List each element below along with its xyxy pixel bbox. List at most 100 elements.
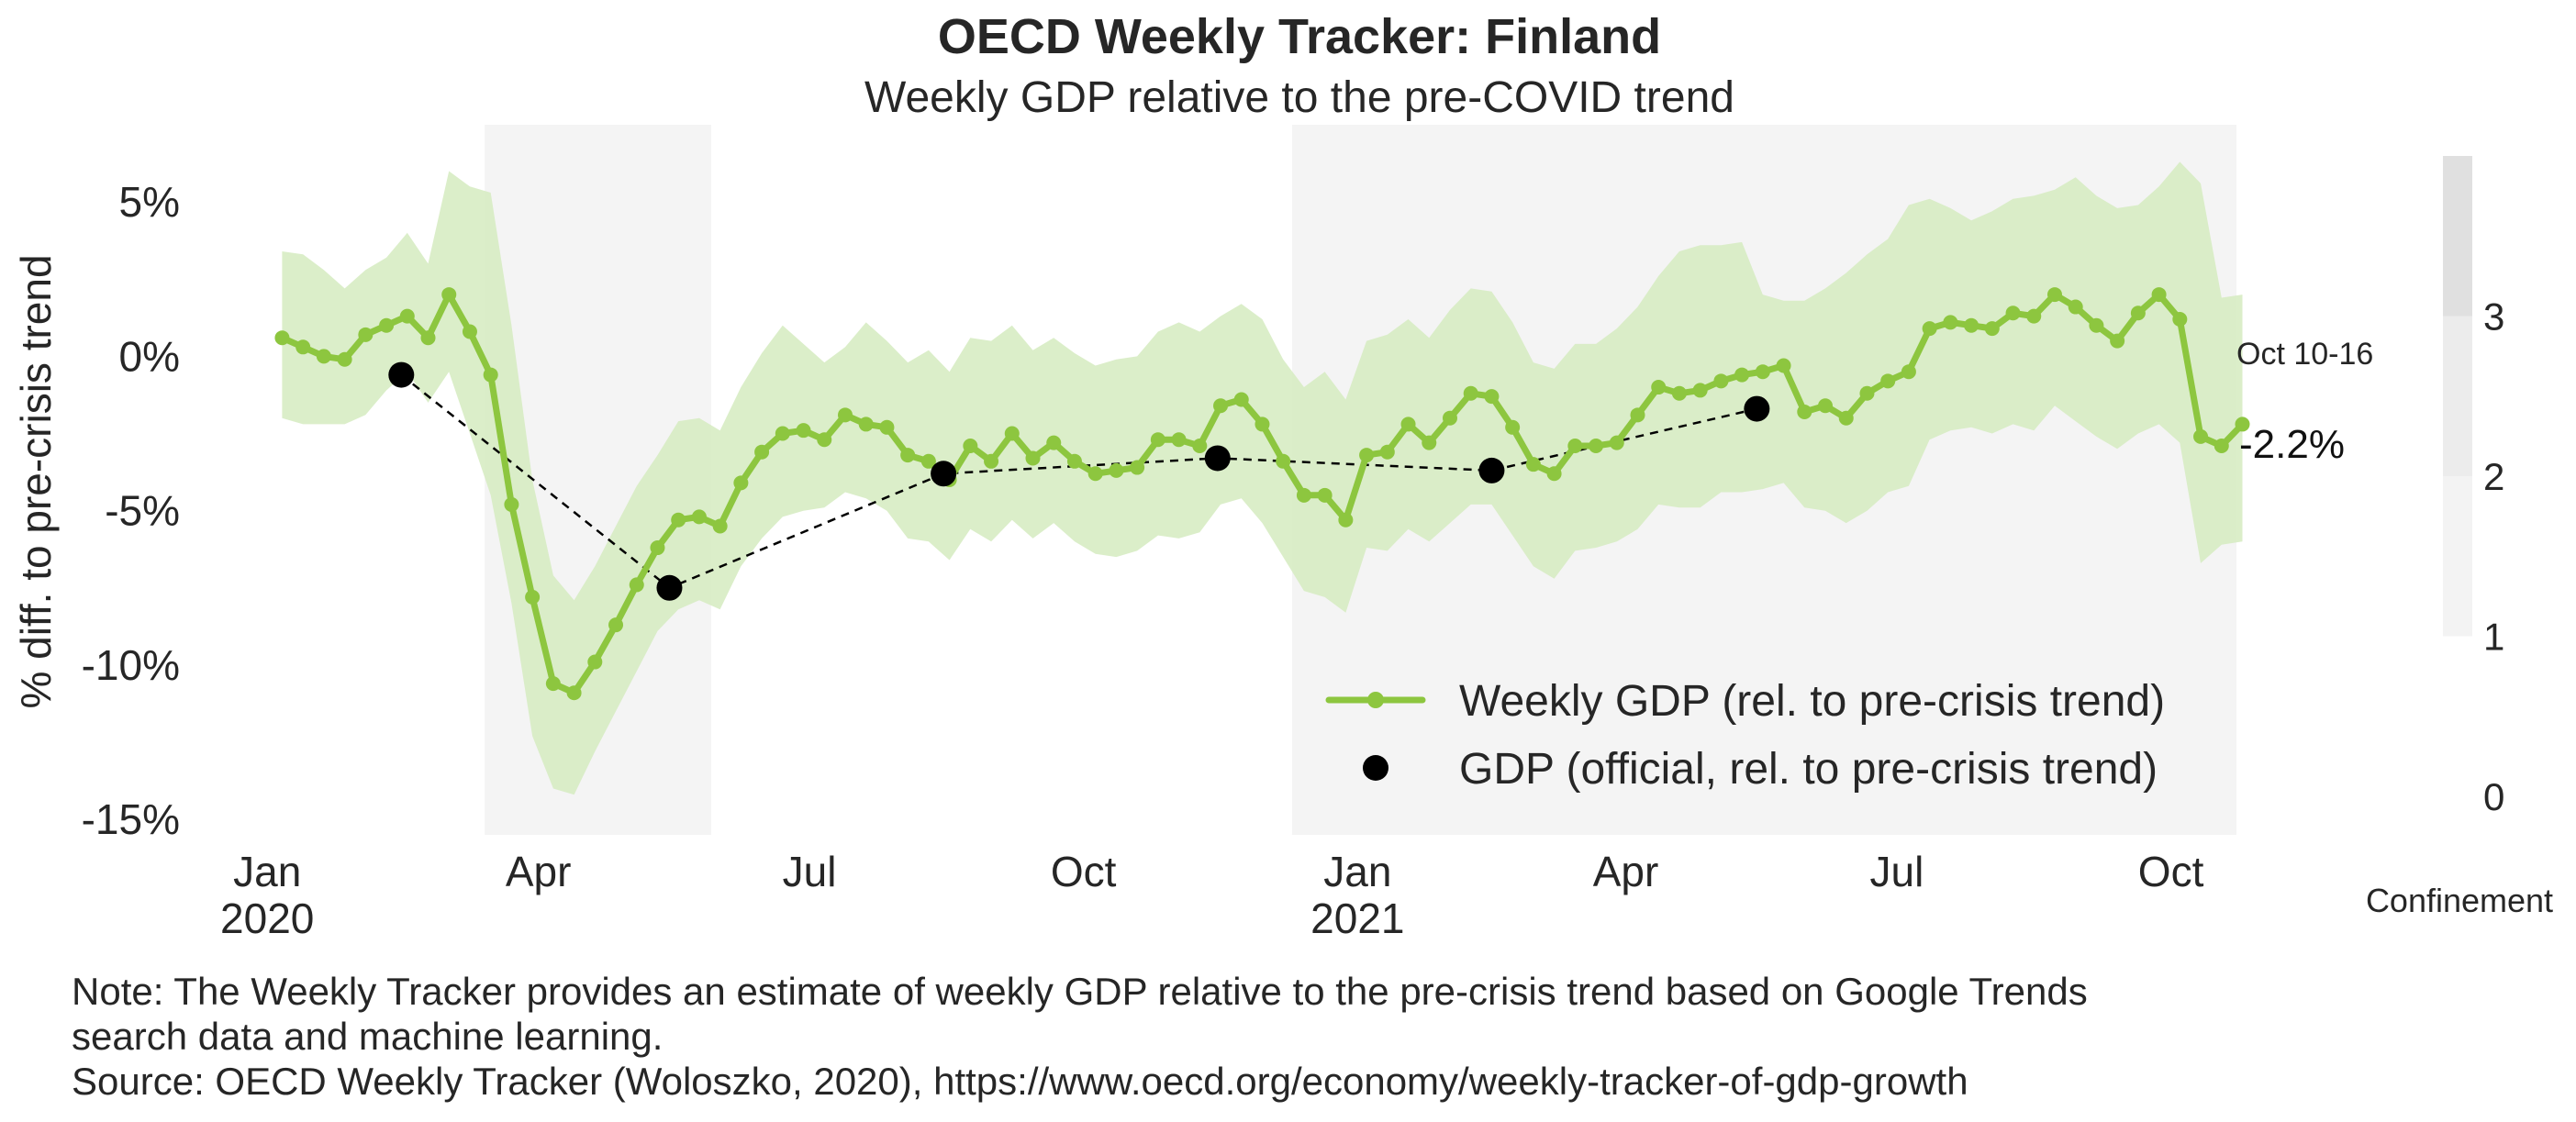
weekly-gdp-point [2026,308,2042,324]
weekly-gdp-point [837,407,853,423]
x-tick-label: Jul [783,848,837,895]
y-tick-label: -5% [105,487,180,535]
x-tick-label: Oct [1051,848,1117,895]
weekly-gdp-point [358,327,374,342]
confidence-band [282,161,2243,795]
note-line-1: Note: The Weekly Tracker provides an est… [72,970,2088,1013]
weekly-gdp-point [1797,404,1812,419]
weekly-gdp-point [879,419,895,435]
weekly-gdp-point [1609,435,1624,450]
weekly-gdp-point [1755,364,1770,380]
y-axis-label: % diff. to pre-crisis trend [12,254,60,708]
last-week-label: Oct 10-16 [2236,337,2373,372]
weekly-gdp-point [712,518,728,534]
weekly-gdp-point [1150,432,1165,448]
weekly-gdp-point [1984,321,2000,337]
weekly-gdp-point [900,448,916,463]
weekly-gdp-point [1880,373,1896,389]
weekly-gdp-point [566,685,582,701]
colorbar-tick-label: 0 [2483,775,2504,818]
weekly-gdp-point [858,417,874,432]
chart-subtitle: Weekly GDP relative to the pre-COVID tre… [864,73,1734,122]
weekly-gdp-point [1046,435,1062,450]
official-gdp-point [388,361,415,388]
legend: Weekly GDP (rel. to pre-crisis trend) GD… [1325,677,2165,794]
weekly-gdp-point [754,444,770,460]
y-tick-label: -10% [82,641,180,689]
weekly-gdp-point [2235,417,2250,432]
weekly-gdp-point [1296,487,1311,503]
colorbar-segment-1 [2443,476,2472,637]
weekly-gdp-point [441,287,457,303]
weekly-gdp-point [775,426,790,441]
weekly-gdp-point [1943,315,1958,330]
note-line-2: search data and machine learning. [72,1015,664,1058]
weekly-gdp-point [984,453,999,469]
weekly-gdp-point [1400,417,1416,432]
weekly-gdp-point [2130,305,2146,321]
weekly-gdp-point [1171,432,1187,448]
weekly-gdp-point [1422,435,1437,450]
weekly-gdp-point [1589,438,1604,453]
weekly-gdp-point [1379,444,1395,460]
weekly-gdp-point [2046,287,2062,303]
weekly-gdp-point [1233,392,1249,407]
weekly-gdp-point [1901,364,1916,380]
weekly-gdp-point [1776,358,1791,373]
colorbar-segment-2 [2443,316,2472,476]
weekly-gdp-point [1630,407,1645,423]
legend-weekly-marker-icon [1367,692,1384,708]
colorbar-label: Confinement [2366,882,2553,919]
weekly-gdp-point [1505,419,1521,435]
legend-official-marker-icon [1363,755,1388,781]
weekly-gdp-point [1713,373,1729,389]
weekly-gdp-point [671,512,686,528]
weekly-gdp-point [1463,385,1478,401]
weekly-gdp-point [733,475,749,491]
confinement-colorbar: 3 2 1 0 [2443,156,2504,818]
chart-title: OECD Weekly Tracker: Finland [938,9,1661,64]
weekly-gdp-point [1213,398,1229,414]
weekly-gdp-point [1192,438,1208,453]
source-line: Source: OECD Weekly Tracker (Woloszko, 2… [72,1060,1968,1103]
weekly-gdp-series [274,287,2250,701]
weekly-gdp-point [316,349,331,364]
colorbar-segment-3 [2443,156,2472,317]
legend-official-label: GDP (official, rel. to pre-crisis trend) [1459,745,2158,794]
weekly-gdp-point [1922,321,1937,337]
weekly-gdp-point [1484,389,1500,405]
footnotes: Note: The Weekly Tracker provides an est… [72,969,2458,1104]
weekly-gdp-point [1442,410,1457,426]
weekly-gdp-point [629,577,644,593]
weekly-gdp-point [379,317,395,333]
weekly-gdp-point [274,330,290,346]
x-tick-label: Apr [1593,848,1659,895]
weekly-gdp-point [483,367,498,383]
weekly-gdp-point [1859,385,1875,401]
weekly-gdp-point [2068,299,2083,315]
x-tick-label: Jul [1870,848,1924,895]
colorbar-tick-label: 2 [2483,455,2504,498]
weekly-gdp-point [1025,450,1041,466]
weekly-gdp-point [1338,512,1354,528]
weekly-gdp-point [296,339,311,355]
official-gdp-point [931,461,957,487]
weekly-gdp-point [1255,417,1270,432]
weekly-gdp-point [1546,466,1562,482]
weekly-gdp-point [1671,385,1687,401]
weekly-gdp-point [817,432,832,448]
weekly-gdp-point [1838,410,1854,426]
legend-weekly-label: Weekly GDP (rel. to pre-crisis trend) [1459,677,2165,726]
colorbar-tick-label: 1 [2483,616,2504,659]
official-gdp-point [656,574,683,601]
x-tick-label: Jan [1323,848,1391,895]
weekly-gdp-point [337,351,352,367]
weekly-gdp-point [1276,453,1291,469]
weekly-gdp-point [525,589,541,605]
y-tick-label: 5% [119,178,180,226]
weekly-gdp-point [2005,305,2021,321]
official-gdp-point [1744,395,1770,422]
weekly-gdp-point [1964,317,1979,333]
official-gdp-series [388,361,1770,601]
